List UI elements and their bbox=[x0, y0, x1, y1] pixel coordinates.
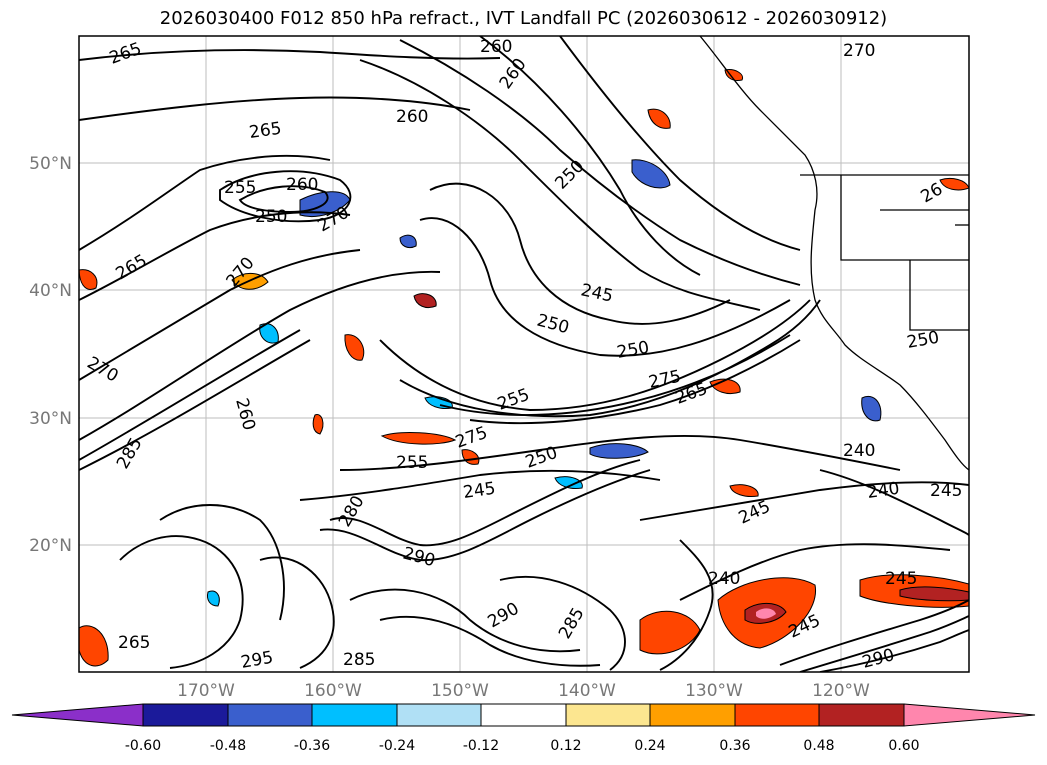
contour-label: 245 bbox=[885, 569, 917, 589]
lightblue-patch bbox=[207, 590, 220, 607]
latitude-label: 20°N bbox=[29, 536, 72, 556]
coastlines bbox=[699, 36, 969, 471]
contour-label: 270 bbox=[843, 41, 875, 61]
colorbar-bin bbox=[142, 703, 229, 727]
colorbar-tick-label: 0.24 bbox=[634, 738, 665, 754]
blue-patch bbox=[631, 159, 671, 189]
contour-label: 265 bbox=[118, 633, 150, 653]
colorbar-tick-label: 0.60 bbox=[888, 738, 919, 754]
contour-label: 260 bbox=[396, 107, 428, 127]
colorbar-bin bbox=[734, 703, 820, 727]
contour-label: 285 bbox=[343, 650, 375, 670]
colorbar-tick-label: 0.36 bbox=[719, 738, 750, 754]
longitude-label: 160°W bbox=[304, 681, 362, 701]
orange-patch bbox=[639, 610, 701, 655]
latitude-label: 50°N bbox=[29, 154, 72, 174]
pink-patch bbox=[756, 608, 776, 619]
longitude-label: 120°W bbox=[812, 681, 870, 701]
orange-patch bbox=[724, 69, 744, 81]
blue-patch bbox=[399, 234, 417, 249]
contour-label: 245 bbox=[930, 481, 962, 501]
colorbar-tick-label: 0.12 bbox=[550, 738, 581, 754]
red-patch bbox=[413, 293, 437, 309]
latitude-label: 30°N bbox=[29, 409, 72, 429]
longitude-label: 140°W bbox=[558, 681, 616, 701]
colorbar-max-extension bbox=[903, 703, 1036, 727]
orange-patch bbox=[380, 432, 457, 445]
orange-patch bbox=[312, 414, 324, 435]
colorbar-bin bbox=[480, 703, 567, 727]
contour-label: 240 bbox=[866, 479, 901, 503]
colorbar-tick-label: -0.12 bbox=[463, 738, 499, 754]
colorbar-bin bbox=[311, 703, 398, 727]
contour-label: 240 bbox=[708, 569, 740, 589]
colorbar-tick-label: -0.60 bbox=[125, 738, 161, 754]
colorbar-ticks: -0.60 -0.48 -0.36 -0.24 -0.12 0.12 0.24 … bbox=[125, 738, 920, 754]
contour-label: 260 bbox=[480, 37, 512, 57]
latitude-label: 40°N bbox=[29, 281, 72, 301]
colorbar-tick-label: -0.36 bbox=[294, 738, 330, 754]
orange-patch bbox=[647, 108, 671, 129]
blue-patch bbox=[861, 396, 882, 422]
map-frame bbox=[78, 35, 970, 673]
colorbar bbox=[11, 703, 1036, 727]
blue-patch bbox=[589, 443, 649, 459]
contour-label: 245 bbox=[462, 479, 497, 503]
contour-label: 265 bbox=[248, 119, 283, 143]
colorbar-min-extension bbox=[11, 703, 144, 727]
colorbar-bin bbox=[396, 703, 482, 727]
orange-patch bbox=[729, 484, 759, 497]
colorbar-tick-label: -0.48 bbox=[210, 738, 246, 754]
orange-patch bbox=[939, 177, 969, 191]
longitude-label: 150°W bbox=[431, 681, 489, 701]
ivt-shading bbox=[79, 69, 969, 667]
red-patch bbox=[899, 586, 969, 602]
contour-label: 260 bbox=[286, 175, 318, 195]
colorbar-bin bbox=[818, 703, 905, 727]
contour-label: 255 bbox=[396, 453, 428, 473]
longitude-label: 170°W bbox=[177, 681, 235, 701]
lightblue-patch bbox=[554, 476, 583, 489]
contour-label: 255 bbox=[224, 178, 256, 198]
colorbar-tick-label: 0.48 bbox=[803, 738, 834, 754]
longitude-label: 130°W bbox=[685, 681, 743, 701]
colorbar-tick-label: -0.24 bbox=[379, 738, 415, 754]
orange-patch bbox=[79, 625, 109, 667]
colorbar-bin bbox=[649, 703, 736, 727]
orange-patch bbox=[344, 334, 365, 361]
contour-lines bbox=[79, 36, 969, 672]
contour-label: 250 bbox=[255, 207, 287, 227]
orange-patch bbox=[79, 269, 98, 290]
colorbar-bin bbox=[227, 703, 313, 727]
contour-label: 240 bbox=[843, 441, 875, 461]
plot-title: 2026030400 F012 850 hPa refract., IVT La… bbox=[159, 8, 888, 29]
contour-label: 295 bbox=[239, 648, 274, 673]
colorbar-bin bbox=[565, 703, 651, 727]
map-panel: 265 260 270 260 260 265 255 260 250 270 … bbox=[79, 36, 969, 673]
